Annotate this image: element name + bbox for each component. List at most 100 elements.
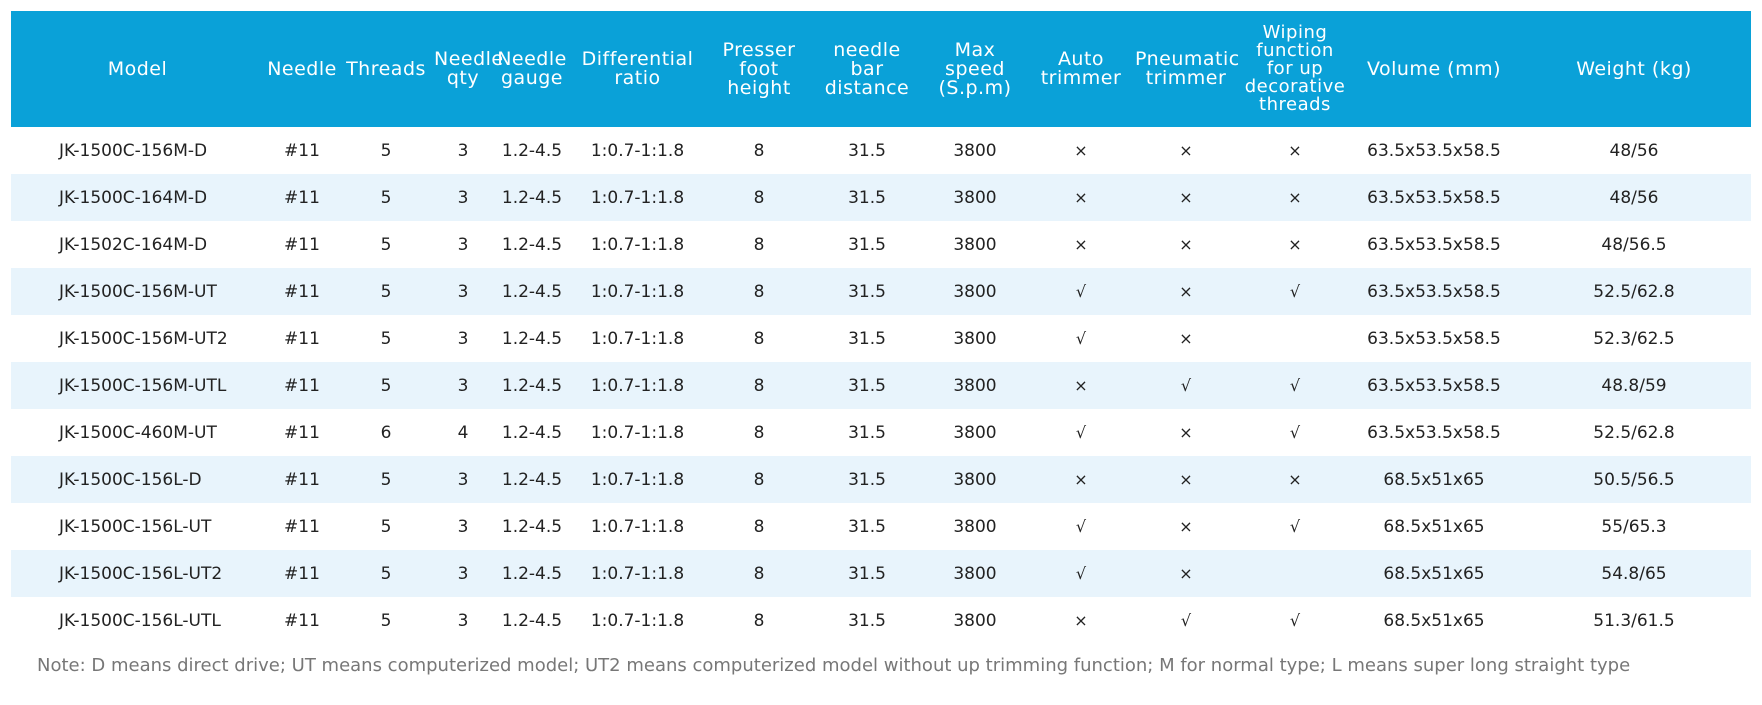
cell-max-speed: 3800 [921, 597, 1029, 644]
table-row: JK-1500C-460M-UT #11 6 4 1.2-4.5 1:0.7-1:1.8 8… [11, 409, 1751, 456]
cell-needle-bar-distance: 31.5 [813, 362, 921, 409]
cell-needle-qty: 3 [432, 174, 494, 221]
cell-weight: 52.3/62.5 [1517, 315, 1751, 362]
cell-volume: 63.5x53.5x58.5 [1351, 315, 1517, 362]
cell-needle-gauge: 1.2-4.5 [494, 362, 570, 409]
cell-volume: 63.5x53.5x58.5 [1351, 174, 1517, 221]
cell-differential-ratio: 1:0.7-1:1.8 [570, 503, 705, 550]
cell-needle: #11 [264, 503, 340, 550]
cell-needle-gauge: 1.2-4.5 [494, 268, 570, 315]
cell-weight: 55/65.3 [1517, 503, 1751, 550]
cell-model: JK-1500C-460M-UT [11, 409, 264, 456]
cell-needle-qty: 3 [432, 550, 494, 597]
cell-weight: 48.8/59 [1517, 362, 1751, 409]
cell-needle-bar-distance: 31.5 [813, 409, 921, 456]
cell-needle-gauge: 1.2-4.5 [494, 127, 570, 174]
cell-needle: #11 [264, 315, 340, 362]
cell-pneumatic-trimmer: × [1133, 456, 1239, 503]
cell-volume: 68.5x51x65 [1351, 503, 1517, 550]
cell-pneumatic-trimmer: × [1133, 550, 1239, 597]
cell-pneumatic-trimmer: × [1133, 221, 1239, 268]
header-differential-ratio: Differential ratio [570, 11, 705, 127]
cell-max-speed: 3800 [921, 268, 1029, 315]
cell-model: JK-1500C-156M-UT [11, 268, 264, 315]
cell-differential-ratio: 1:0.7-1:1.8 [570, 221, 705, 268]
cell-threads: 5 [340, 456, 432, 503]
cell-wiping-function: × [1239, 456, 1351, 503]
cell-max-speed: 3800 [921, 127, 1029, 174]
cell-volume: 63.5x53.5x58.5 [1351, 221, 1517, 268]
table-row: JK-1500C-156M-UT2 #11 5 3 1.2-4.5 1:0.7-1:1.8… [11, 315, 1751, 362]
cell-volume: 63.5x53.5x58.5 [1351, 362, 1517, 409]
cell-needle: #11 [264, 174, 340, 221]
header-volume: Volume (mm) [1351, 11, 1517, 127]
cell-needle-qty: 3 [432, 597, 494, 644]
cell-needle-bar-distance: 31.5 [813, 221, 921, 268]
cell-needle-gauge: 1.2-4.5 [494, 550, 570, 597]
cell-needle-qty: 3 [432, 127, 494, 174]
cell-needle-bar-distance: 31.5 [813, 503, 921, 550]
table-row: JK-1500C-156L-UTL #11 5 3 1.2-4.5 1:0.7-1:1.8… [11, 597, 1751, 644]
cell-volume: 68.5x51x65 [1351, 456, 1517, 503]
cell-weight: 54.8/65 [1517, 550, 1751, 597]
cell-needle: #11 [264, 597, 340, 644]
footnote: Note: D means direct drive; UT means com… [37, 655, 1631, 676]
cell-presser-foot-height: 8 [705, 550, 813, 597]
header-model: Model [11, 11, 264, 127]
cell-differential-ratio: 1:0.7-1:1.8 [570, 550, 705, 597]
cell-wiping-function [1239, 550, 1351, 597]
cell-needle-qty: 4 [432, 409, 494, 456]
cell-presser-foot-height: 8 [705, 221, 813, 268]
cell-model: JK-1500C-156L-UT [11, 503, 264, 550]
cell-differential-ratio: 1:0.7-1:1.8 [570, 456, 705, 503]
cell-presser-foot-height: 8 [705, 503, 813, 550]
cell-auto-trimmer: √ [1029, 315, 1133, 362]
cell-model: JK-1500C-156M-UT2 [11, 315, 264, 362]
cell-needle-qty: 3 [432, 315, 494, 362]
table-row: JK-1500C-164M-D #11 5 3 1.2-4.5 1:0.7-1:1.8 8 3… [11, 174, 1751, 221]
cell-model: JK-1500C-156L-D [11, 456, 264, 503]
cell-needle-qty: 3 [432, 221, 494, 268]
cell-needle: #11 [264, 456, 340, 503]
cell-max-speed: 3800 [921, 221, 1029, 268]
spec-table-container: Model Needle Threads Needle qty Needle g… [11, 11, 1751, 644]
cell-model: JK-1502C-164M-D [11, 221, 264, 268]
cell-auto-trimmer: √ [1029, 550, 1133, 597]
cell-wiping-function: × [1239, 221, 1351, 268]
cell-needle: #11 [264, 550, 340, 597]
spec-table: Model Needle Threads Needle qty Needle g… [11, 11, 1751, 644]
table-row: JK-1500C-156L-UT2 #11 5 3 1.2-4.5 1:0.7-1:1.8… [11, 550, 1751, 597]
cell-needle: #11 [264, 409, 340, 456]
cell-wiping-function [1239, 315, 1351, 362]
cell-needle-gauge: 1.2-4.5 [494, 174, 570, 221]
cell-threads: 5 [340, 503, 432, 550]
cell-needle-qty: 3 [432, 503, 494, 550]
cell-presser-foot-height: 8 [705, 362, 813, 409]
cell-threads: 5 [340, 362, 432, 409]
header-auto-trimmer: Auto trimmer [1029, 11, 1133, 127]
cell-threads: 5 [340, 221, 432, 268]
header-threads: Threads [340, 11, 432, 127]
cell-max-speed: 3800 [921, 456, 1029, 503]
cell-wiping-function: √ [1239, 362, 1351, 409]
cell-max-speed: 3800 [921, 362, 1029, 409]
cell-wiping-function: × [1239, 127, 1351, 174]
table-row: JK-1500C-156M-D #11 5 3 1.2-4.5 1:0.7-1:1.8 8 3… [11, 127, 1751, 174]
header-needle-gauge: Needle gauge [494, 11, 570, 127]
cell-presser-foot-height: 8 [705, 456, 813, 503]
cell-needle: #11 [264, 362, 340, 409]
cell-threads: 5 [340, 315, 432, 362]
cell-auto-trimmer: × [1029, 127, 1133, 174]
cell-weight: 51.3/61.5 [1517, 597, 1751, 644]
header-needle-bar-distance: needle bar distance [813, 11, 921, 127]
cell-needle-qty: 3 [432, 456, 494, 503]
cell-model: JK-1500C-156M-D [11, 127, 264, 174]
cell-weight: 52.5/62.8 [1517, 409, 1751, 456]
cell-auto-trimmer: × [1029, 456, 1133, 503]
table-row: JK-1500C-156M-UTL #11 5 3 1.2-4.5 1:0.7-1:1.8… [11, 362, 1751, 409]
cell-needle: #11 [264, 268, 340, 315]
header-needle: Needle [264, 11, 340, 127]
cell-differential-ratio: 1:0.7-1:1.8 [570, 315, 705, 362]
header-wiping-function: Wiping function for up decorative thread… [1239, 11, 1351, 127]
cell-differential-ratio: 1:0.7-1:1.8 [570, 268, 705, 315]
